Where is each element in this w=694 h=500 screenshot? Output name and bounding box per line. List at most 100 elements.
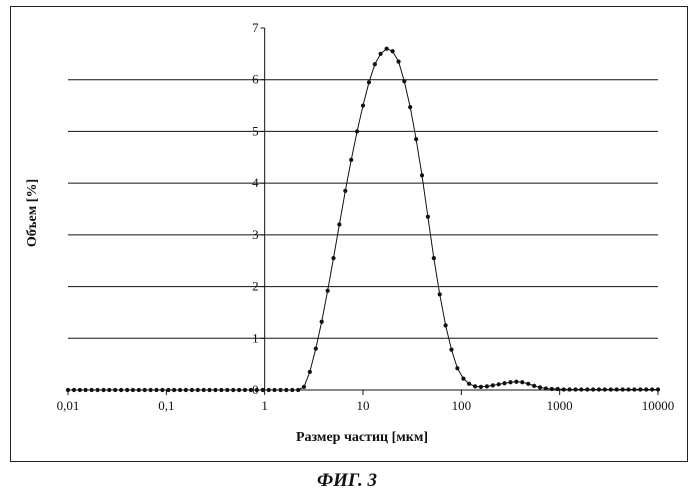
data-point xyxy=(650,387,654,391)
x-tick-label: 1000 xyxy=(547,398,573,413)
data-point xyxy=(172,388,176,392)
data-point xyxy=(290,388,294,392)
data-point xyxy=(508,380,512,384)
data-point xyxy=(225,388,229,392)
y-tick-label: 2 xyxy=(252,279,259,294)
data-point xyxy=(125,388,129,392)
y-tick-label: 4 xyxy=(252,175,259,190)
data-point xyxy=(343,189,347,193)
data-point xyxy=(449,348,453,352)
data-point xyxy=(391,49,395,53)
data-point xyxy=(320,320,324,324)
data-point xyxy=(485,384,489,388)
y-tick-label: 7 xyxy=(252,20,259,35)
data-point xyxy=(408,105,412,109)
data-point xyxy=(597,387,601,391)
y-axis-title: Объем [%] xyxy=(25,179,40,247)
data-point xyxy=(190,388,194,392)
data-point xyxy=(591,387,595,391)
data-point xyxy=(237,388,241,392)
data-point xyxy=(585,387,589,391)
data-point xyxy=(178,388,182,392)
data-point xyxy=(567,387,571,391)
data-point xyxy=(137,388,141,392)
data-point xyxy=(514,380,518,384)
data-point xyxy=(573,387,577,391)
series-layer xyxy=(66,47,660,393)
data-point xyxy=(272,388,276,392)
data-point xyxy=(107,388,111,392)
data-point xyxy=(402,79,406,83)
data-point xyxy=(72,388,76,392)
y-tick-label: 0 xyxy=(252,382,259,397)
data-point xyxy=(213,388,217,392)
data-point xyxy=(544,386,548,390)
data-point xyxy=(562,387,566,391)
axis-layer xyxy=(68,28,658,395)
data-point xyxy=(426,215,430,219)
data-point xyxy=(66,388,70,392)
data-point xyxy=(90,388,94,392)
data-point xyxy=(143,388,147,392)
data-point xyxy=(337,222,341,226)
data-point xyxy=(520,380,524,384)
data-point xyxy=(166,388,170,392)
data-point xyxy=(78,388,82,392)
x-tick-label: 0,1 xyxy=(158,398,174,413)
x-tick-label: 100 xyxy=(452,398,472,413)
data-point xyxy=(609,387,613,391)
data-point xyxy=(101,388,105,392)
data-point xyxy=(497,382,501,386)
tick-label-layer: 012345670,010,1110100100010000 xyxy=(57,20,675,413)
data-point xyxy=(131,388,135,392)
data-point xyxy=(367,80,371,84)
data-point xyxy=(444,323,448,327)
data-point xyxy=(149,388,153,392)
data-point xyxy=(479,385,483,389)
data-point xyxy=(644,387,648,391)
data-point xyxy=(455,366,459,370)
data-point xyxy=(243,388,247,392)
data-point xyxy=(326,289,330,293)
data-point xyxy=(119,388,123,392)
figure-caption: ФИГ. 3 xyxy=(0,470,694,492)
data-point xyxy=(196,388,200,392)
data-point xyxy=(467,382,471,386)
data-point xyxy=(473,384,477,388)
data-point xyxy=(438,292,442,296)
series-line xyxy=(68,49,658,390)
data-point xyxy=(202,388,206,392)
data-point xyxy=(184,388,188,392)
data-point xyxy=(278,388,282,392)
data-point xyxy=(638,387,642,391)
data-point xyxy=(621,387,625,391)
data-point xyxy=(379,52,383,56)
data-point xyxy=(154,388,158,392)
data-point xyxy=(414,137,418,141)
y-tick-label: 1 xyxy=(252,330,259,345)
data-point xyxy=(349,158,353,162)
data-point xyxy=(615,387,619,391)
data-point xyxy=(556,387,560,391)
data-point xyxy=(491,383,495,387)
data-point xyxy=(550,387,554,391)
x-axis-title: Размер частиц [мкм] xyxy=(296,430,428,445)
data-point xyxy=(267,388,271,392)
x-tick-label: 10 xyxy=(357,398,370,413)
data-point xyxy=(219,388,223,392)
data-point xyxy=(331,256,335,260)
data-point xyxy=(361,103,365,107)
data-point xyxy=(396,60,400,64)
data-point xyxy=(314,347,318,351)
data-point xyxy=(231,388,235,392)
data-point xyxy=(385,47,389,51)
x-tick-label: 0,01 xyxy=(57,398,80,413)
y-tick-label: 3 xyxy=(252,227,259,242)
data-point xyxy=(207,388,211,392)
x-tick-label: 1 xyxy=(261,398,268,413)
data-point xyxy=(656,387,660,391)
data-point xyxy=(502,381,506,385)
data-point xyxy=(296,388,300,392)
data-point xyxy=(603,387,607,391)
